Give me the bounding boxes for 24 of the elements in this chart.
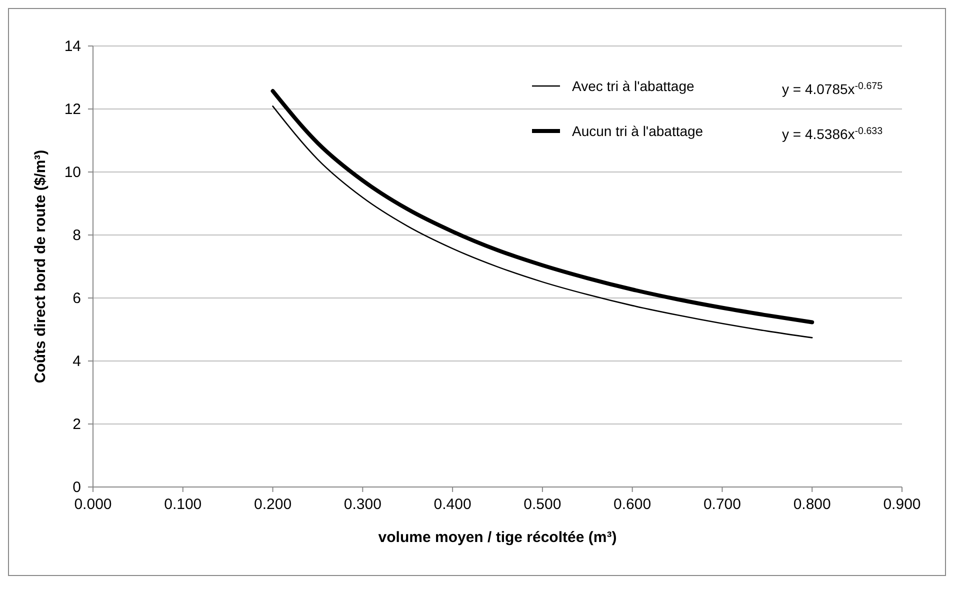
y-tick-label: 6 [72,290,81,307]
x-tick-label: 0.100 [164,496,202,513]
annotation: y = 4.0785x$^{-0.675}$ [782,80,884,97]
x-tick-label: 0.400 [434,496,472,513]
x-tick-label: 0.500 [524,496,562,513]
legend-label: Avec tri à l'abattage [572,78,694,94]
x-axis-title: volume moyen / tige récoltée (m³) [378,529,617,546]
x-tick-label: 0.900 [883,496,921,513]
annotation: y = 4.5386x$^{-0.633}$ [782,126,884,142]
y-tick-label: 14 [64,38,81,55]
x-tick-label: 0.000 [74,496,112,513]
x-tick-label: 0.200 [254,496,292,513]
y-tick-label: 12 [64,101,81,118]
x-tick-label: 0.300 [344,496,382,513]
x-tick-label: 0.700 [703,496,741,513]
y-tick-label: 2 [72,416,81,433]
x-tick-label: 0.800 [793,496,831,513]
legend-label: Aucun tri à l'abattage [572,123,704,139]
y-tick-label: 0 [72,479,81,496]
y-tick-label: 10 [64,164,81,181]
x-tick-label: 0.600 [614,496,652,513]
y-tick-label: 8 [72,227,81,244]
y-tick-label: 4 [72,353,81,370]
y-axis-title: Coûts direct bord de route ($/m³) [32,150,49,384]
